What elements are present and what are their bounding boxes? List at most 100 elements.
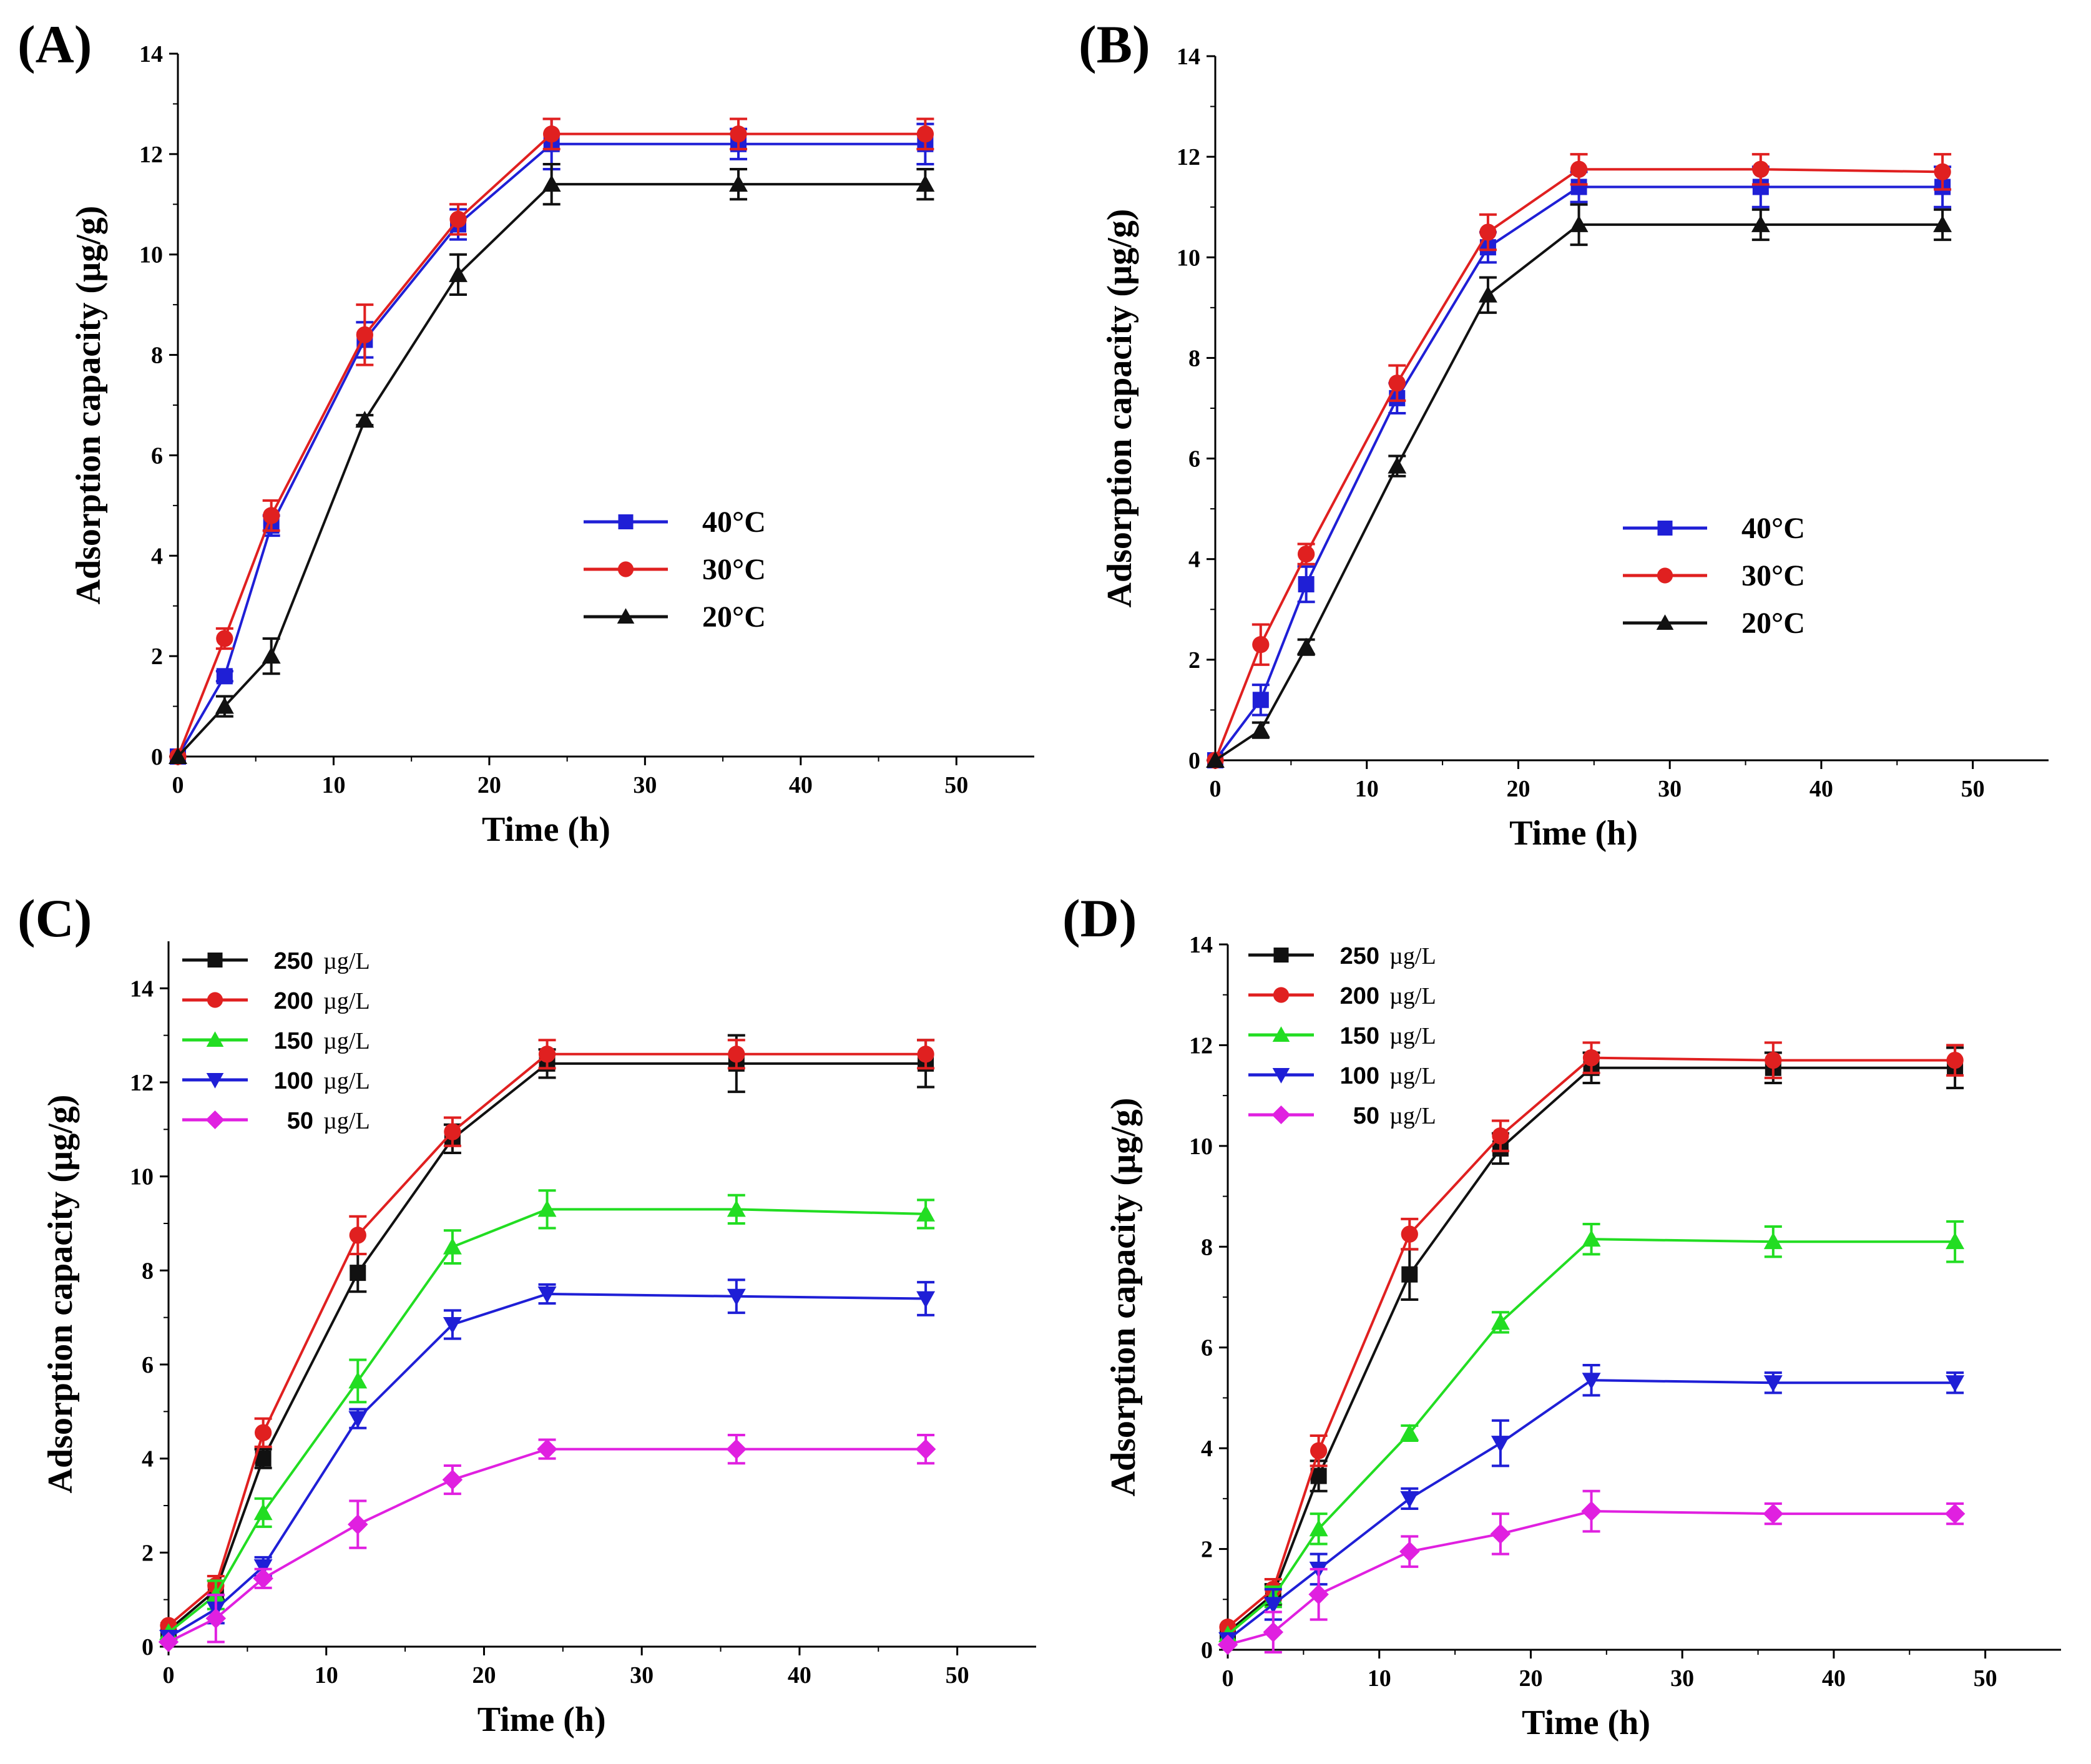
y-tick-label: 6 [151, 443, 163, 469]
legend-marker [1657, 521, 1673, 536]
y-tick-label: 14 [130, 976, 154, 1002]
data-point [348, 1371, 368, 1389]
data-point [1490, 1524, 1511, 1544]
data-point [1309, 1519, 1328, 1537]
data-point [1401, 1266, 1418, 1283]
data-point [169, 747, 187, 764]
y-tick-label: 2 [142, 1540, 154, 1566]
data-point [1569, 215, 1589, 232]
legend-marker [618, 514, 634, 529]
x-tick-label: 0 [1210, 776, 1222, 802]
y-tick-label: 8 [1201, 1234, 1213, 1260]
x-axis-title: Time (h) [482, 810, 610, 849]
legend-label-value: 100 [274, 1068, 313, 1094]
legend-marker [1271, 1105, 1291, 1124]
data-point [1296, 637, 1316, 655]
data-point [449, 265, 468, 282]
legend-label-unit: µg/L [323, 1108, 370, 1134]
data-point [1491, 1313, 1510, 1330]
legend-label: 20°C [702, 600, 766, 634]
legend-label: 30°C [1741, 559, 1805, 592]
x-tick-label: 0 [1222, 1665, 1234, 1692]
data-point [916, 1204, 936, 1222]
series-0 [1220, 1046, 1964, 1640]
legend-marker [1273, 948, 1289, 963]
x-tick-label: 30 [630, 1662, 654, 1688]
data-point [1934, 163, 1951, 180]
chart-panel-a: (A) 0 10 20 30 40 50 0 2 4 6 8 10 12 14 Time (h) Adsorpt… [17, 14, 1034, 849]
y-tick-label: 12 [130, 1070, 154, 1096]
data-point [158, 1632, 179, 1652]
data-point [349, 1227, 366, 1244]
legend: 250 µg/L 200 µg/L 150 µg/L 100 µg/L 50 µg/L [1248, 943, 1436, 1129]
data-point [537, 1200, 557, 1217]
data-point [538, 1046, 556, 1063]
data-point [216, 668, 233, 685]
legend-label-unit: µg/L [323, 1028, 370, 1054]
y-tick-label: 6 [142, 1352, 154, 1378]
y-tick-label: 4 [151, 543, 163, 569]
x-tick-label: 40 [1822, 1665, 1846, 1692]
data-point [1217, 1634, 1238, 1655]
data-point [1400, 1491, 1419, 1508]
x-tick-label: 30 [633, 772, 657, 798]
legend: 40°C 30°C 20°C [1623, 512, 1805, 640]
legend-item: 50 µg/L [182, 1108, 370, 1134]
x-tick-label: 10 [315, 1662, 338, 1688]
x-axis-title: Time (h) [477, 1700, 606, 1739]
y-tick-label: 8 [142, 1258, 154, 1284]
data-point [727, 1200, 746, 1217]
data-point [1933, 215, 1952, 232]
legend-label: 20°C [1741, 607, 1805, 640]
data-point [348, 1411, 368, 1428]
y-tick-label: 8 [151, 343, 163, 369]
y-tick-label: 10 [139, 242, 163, 268]
y-tick-label: 4 [142, 1446, 154, 1472]
legend-item: 20°C [584, 600, 766, 634]
legend-item: 150 µg/L [182, 1028, 370, 1054]
data-point [443, 1317, 462, 1334]
data-point [1388, 456, 1407, 474]
data-point [254, 1424, 272, 1441]
y-tick-label: 0 [1188, 748, 1200, 774]
x-tick-label: 50 [944, 772, 968, 798]
legend-item: 250 µg/L [182, 948, 370, 974]
legend-label-unit: µg/L [1389, 943, 1436, 969]
legend-label-value: 150 [1340, 1023, 1379, 1049]
series-line [1227, 1056, 1956, 1629]
legend-item: 200 µg/L [182, 988, 370, 1014]
data-point [1298, 576, 1315, 592]
series-line [1214, 185, 1943, 762]
y-axis-title: Adsorption capacity (µg/g) [1104, 1098, 1143, 1497]
x-tick-label: 20 [1519, 1665, 1542, 1692]
x-tick-label: 50 [946, 1662, 969, 1688]
y-tick-label: 0 [142, 1634, 154, 1660]
series-1 [169, 117, 934, 765]
legend-label: 40°C [1741, 512, 1805, 545]
data-point [915, 1439, 936, 1459]
series-1 [160, 1039, 935, 1634]
y-tick-label: 12 [139, 142, 163, 168]
data-point [1479, 223, 1497, 241]
data-point [215, 697, 234, 714]
data-point [350, 1265, 366, 1281]
legend-label-value: 50 [287, 1108, 313, 1134]
data-point [1581, 1501, 1602, 1522]
legend-item: 40°C [1623, 512, 1805, 545]
legend-item: 250 µg/L [1248, 943, 1436, 969]
legend-marker [1272, 1067, 1290, 1084]
legend-label-unit: µg/L [1389, 1103, 1436, 1129]
data-point [1944, 1503, 1966, 1524]
y-tick-label: 12 [1177, 144, 1200, 170]
x-tick-label: 20 [477, 772, 501, 798]
legend-label-value: 150 [274, 1028, 313, 1054]
x-tick-label: 40 [788, 1662, 811, 1688]
data-point [916, 125, 934, 143]
legend: 40°C 30°C 20°C [584, 506, 766, 634]
legend-marker [206, 1072, 224, 1089]
x-tick-label: 30 [1658, 776, 1682, 802]
series-0 [1207, 165, 1952, 768]
x-tick-label: 0 [172, 772, 184, 798]
legend-label-value: 200 [1340, 983, 1379, 1009]
data-point [1752, 160, 1770, 178]
